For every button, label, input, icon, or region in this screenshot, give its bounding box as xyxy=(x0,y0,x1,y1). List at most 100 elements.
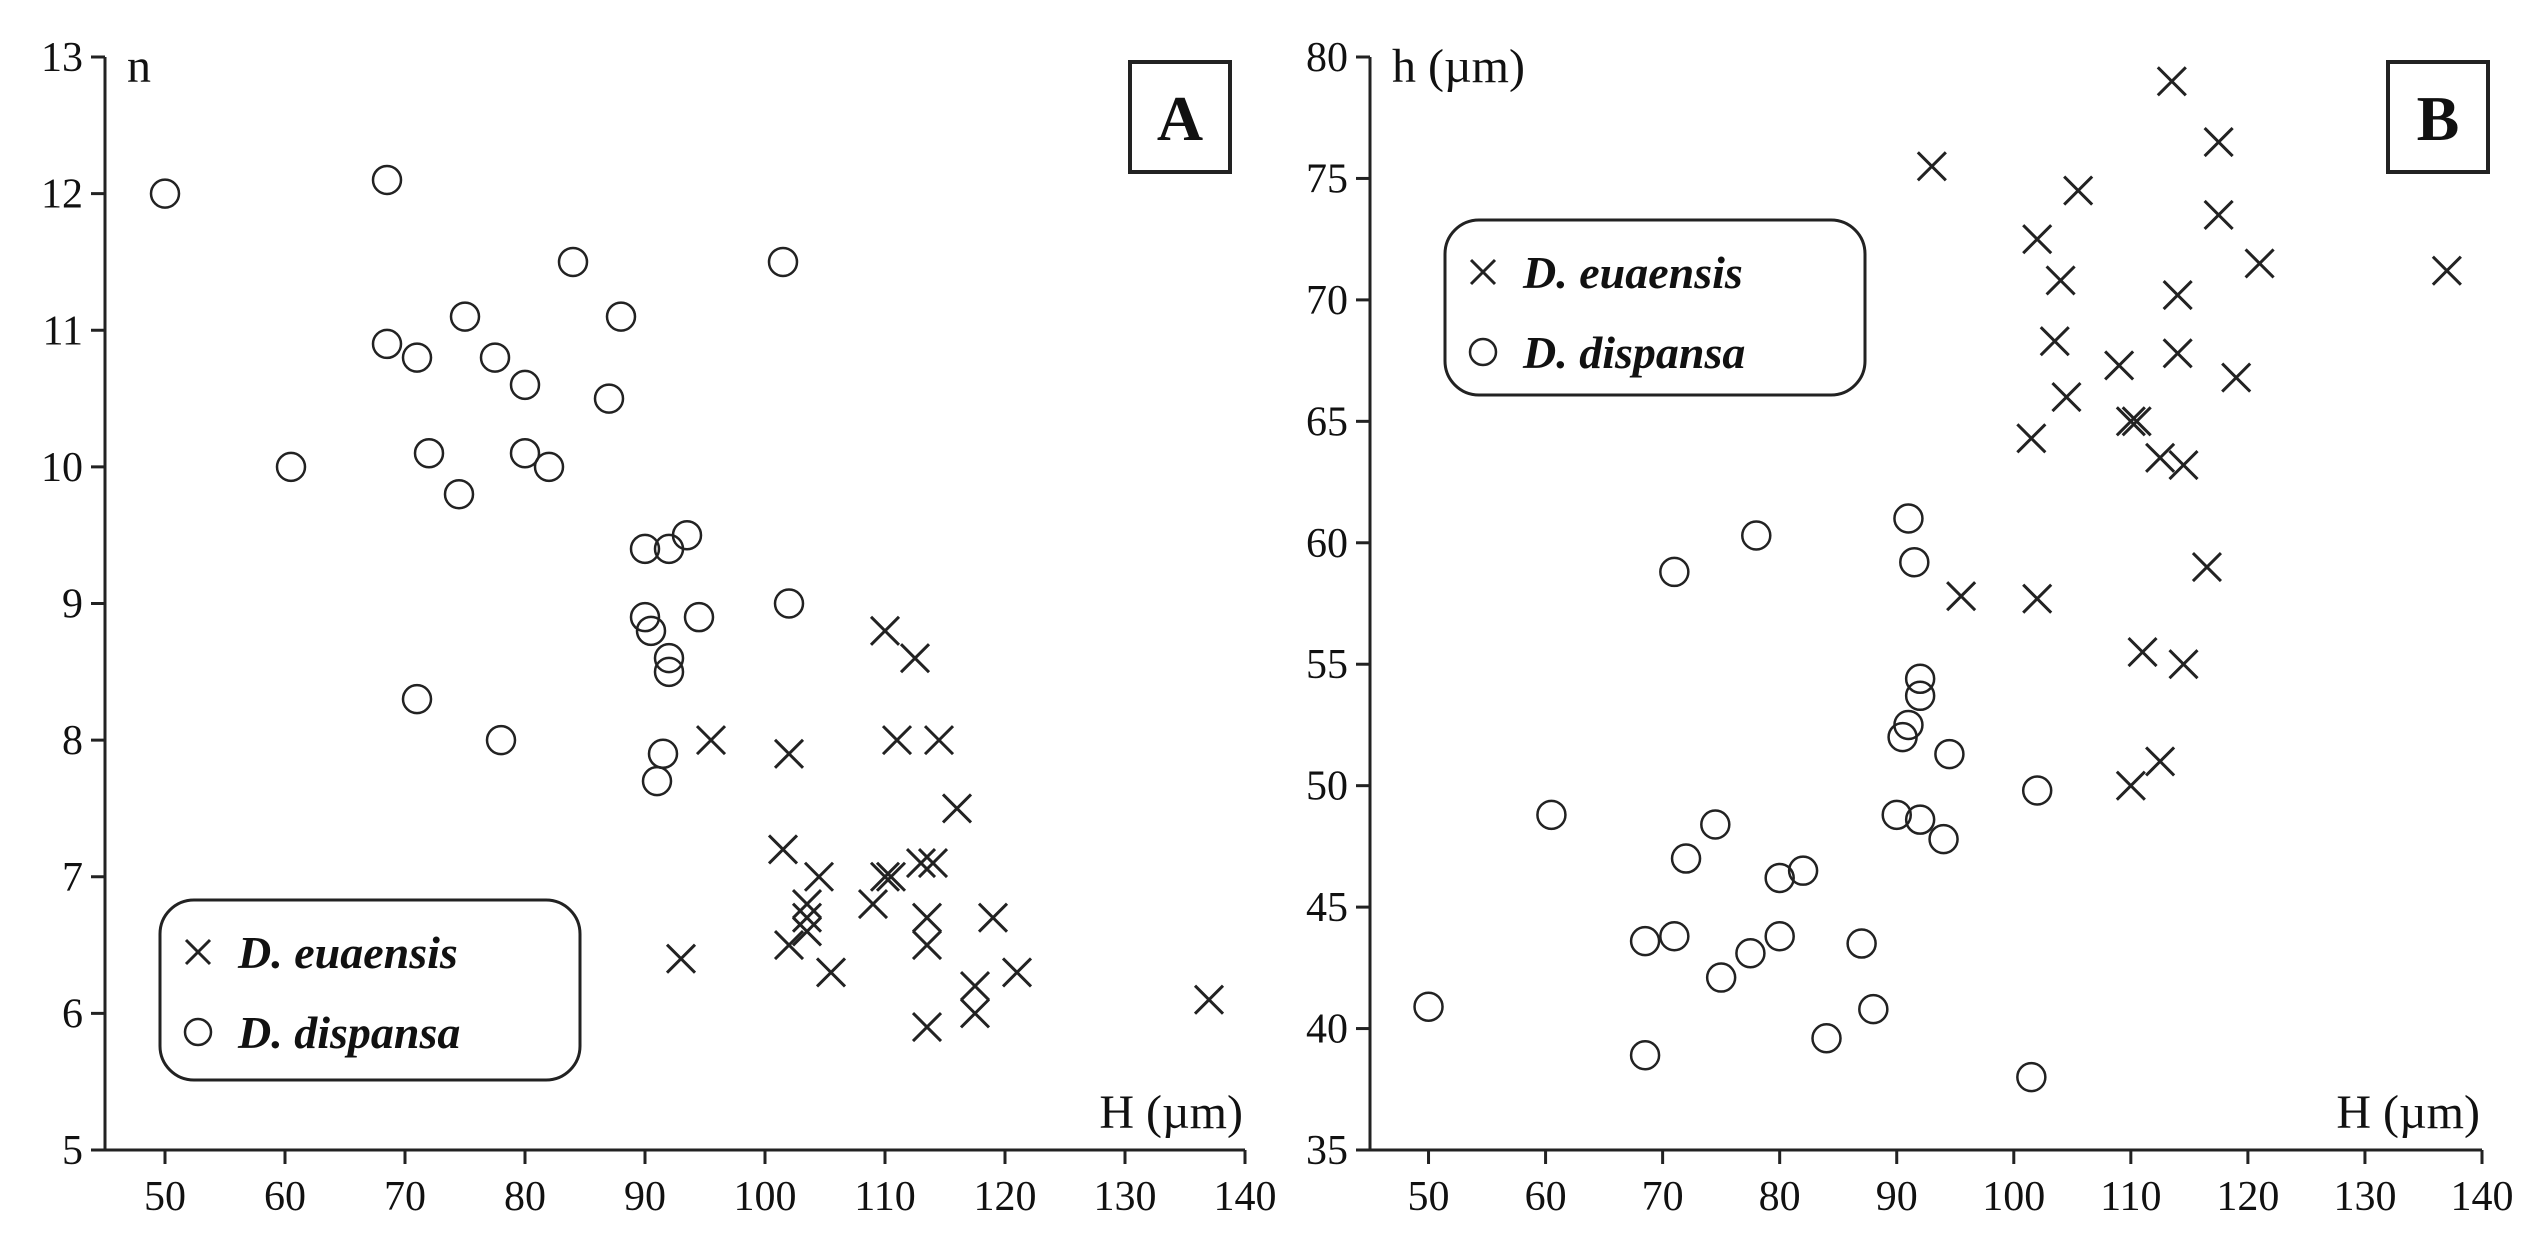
data-point-circle-marker xyxy=(1629,1040,1661,1071)
x-tick-label: 110 xyxy=(854,1174,915,1220)
x-marker-stroke xyxy=(791,902,823,933)
data-point-circle-marker xyxy=(683,601,715,633)
data-point-circle-marker xyxy=(509,437,541,469)
data-point-circle-marker xyxy=(1735,938,1766,969)
x-marker-stroke xyxy=(773,738,805,769)
y-tick-label: 45 xyxy=(1306,885,1348,931)
data-point-circle-marker xyxy=(371,164,403,196)
y-tick-label: 70 xyxy=(1306,278,1348,324)
data-point-x-marker xyxy=(2016,423,2047,454)
panel-label-box xyxy=(1128,60,1232,174)
x-axis-title: H (µm) xyxy=(1099,1086,1243,1139)
x-marker-stroke xyxy=(1916,151,1947,182)
data-point-x-marker xyxy=(959,970,991,1002)
x-marker-stroke xyxy=(911,1011,943,1043)
data-point-x-marker xyxy=(875,861,907,892)
data-point-x-marker xyxy=(2244,248,2275,279)
y-tick-label: 10 xyxy=(41,445,83,491)
data-point-x-marker xyxy=(977,902,1009,933)
data-point-circle-marker xyxy=(557,246,589,278)
legend-x-marker xyxy=(1469,258,1497,286)
y-tick-label: 40 xyxy=(1306,1007,1348,1053)
x-marker-stroke xyxy=(1193,984,1225,1015)
x-tick-label: 140 xyxy=(2451,1174,2514,1220)
panel-label: B xyxy=(2417,83,2460,154)
y-tick-label: 6 xyxy=(62,991,83,1037)
data-point-circle-marker xyxy=(1904,663,1936,695)
legend-label: D. euaensis xyxy=(237,927,458,978)
data-point-x-marker xyxy=(923,725,955,756)
x-tick-label: 60 xyxy=(264,1174,306,1220)
data-point-x-marker xyxy=(917,848,949,879)
data-point-x-marker xyxy=(767,834,799,865)
data-point-x-marker xyxy=(911,930,943,961)
data-point-x-marker xyxy=(881,725,913,756)
data-point-x-marker xyxy=(665,943,697,974)
y-tick-label: 13 xyxy=(41,35,83,81)
data-point-circle-marker xyxy=(629,601,661,633)
legend-label: D. euaensis xyxy=(1522,247,1743,298)
x-marker-stroke xyxy=(857,889,889,920)
data-point-circle-marker xyxy=(1928,823,1959,855)
data-point-x-marker xyxy=(1001,957,1033,988)
x-marker-stroke xyxy=(2145,746,2176,777)
y-tick-label: 8 xyxy=(62,718,83,764)
x-marker-stroke xyxy=(2115,406,2146,437)
data-point-circle-marker xyxy=(605,301,637,332)
x-tick-label: 110 xyxy=(2100,1174,2161,1220)
data-point-circle-marker xyxy=(275,451,307,483)
x-marker-stroke xyxy=(2022,583,2053,614)
x-tick-label: 80 xyxy=(1759,1174,1801,1220)
data-point-x-marker xyxy=(773,930,805,961)
legend-x-marker xyxy=(184,938,212,966)
x-tick-label: 50 xyxy=(144,1174,186,1220)
x-marker-stroke xyxy=(941,793,973,824)
data-point-circle-marker xyxy=(653,656,685,688)
x-marker-stroke xyxy=(2431,255,2462,286)
data-point-x-marker xyxy=(959,998,991,1029)
data-point-circle-marker xyxy=(1811,1023,1842,1054)
x-marker-stroke xyxy=(1001,957,1033,988)
x-marker-stroke xyxy=(665,943,697,974)
data-point-x-marker xyxy=(1916,151,1947,182)
data-point-circle-marker xyxy=(443,478,475,510)
data-point-circle-marker xyxy=(671,519,703,551)
data-point-circle-marker xyxy=(1700,809,1731,840)
x-marker-stroke xyxy=(869,615,901,646)
panel-label-box xyxy=(2386,60,2490,174)
data-point-circle-marker xyxy=(485,724,517,756)
legend-circle-marker xyxy=(1468,337,1498,367)
data-point-circle-marker xyxy=(1670,843,1702,874)
data-point-x-marker xyxy=(2156,66,2187,97)
data-point-circle-marker xyxy=(647,738,679,770)
x-marker-stroke xyxy=(2168,649,2199,680)
data-point-circle-marker xyxy=(479,342,511,373)
x-marker-stroke xyxy=(899,643,931,674)
y-tick-label: 75 xyxy=(1306,156,1348,202)
data-point-circle-marker xyxy=(1846,928,1877,959)
data-point-x-marker xyxy=(1946,581,1977,612)
data-point-x-marker xyxy=(2168,449,2199,481)
x-marker-stroke xyxy=(2104,350,2135,381)
data-point-circle-marker xyxy=(2021,775,2053,806)
data-point-circle-marker xyxy=(371,328,403,360)
data-point-circle-marker xyxy=(653,642,685,674)
data-point-circle-marker xyxy=(1741,520,1772,551)
x-marker-stroke xyxy=(2203,199,2234,230)
x-marker-stroke xyxy=(905,848,937,879)
panel-a: 5 6 7 8 9 10 11 12 13 50 60 70 80 90 100 110 120 130 140 n H… xyxy=(41,35,1277,1220)
x-marker-stroke xyxy=(869,861,901,892)
data-point-circle-marker xyxy=(773,588,805,619)
y-tick-label: 55 xyxy=(1306,642,1348,688)
y-tick-label: 60 xyxy=(1306,521,1348,567)
data-point-x-marker xyxy=(2051,381,2082,413)
x-marker-stroke xyxy=(2121,406,2152,437)
x-marker-stroke xyxy=(923,725,955,756)
x-tick-label: 140 xyxy=(1214,1174,1277,1220)
legend-label: D. dispansa xyxy=(237,1007,460,1058)
x-tick-label: 60 xyxy=(1525,1174,1567,1220)
data-point-x-marker xyxy=(803,861,835,892)
x-marker-stroke xyxy=(2039,326,2070,357)
x-tick-label: 50 xyxy=(1408,1174,1450,1220)
